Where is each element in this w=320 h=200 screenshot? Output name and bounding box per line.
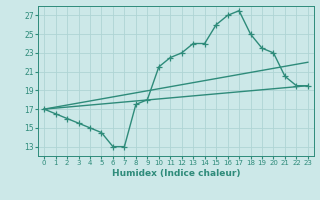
X-axis label: Humidex (Indice chaleur): Humidex (Indice chaleur) [112,169,240,178]
